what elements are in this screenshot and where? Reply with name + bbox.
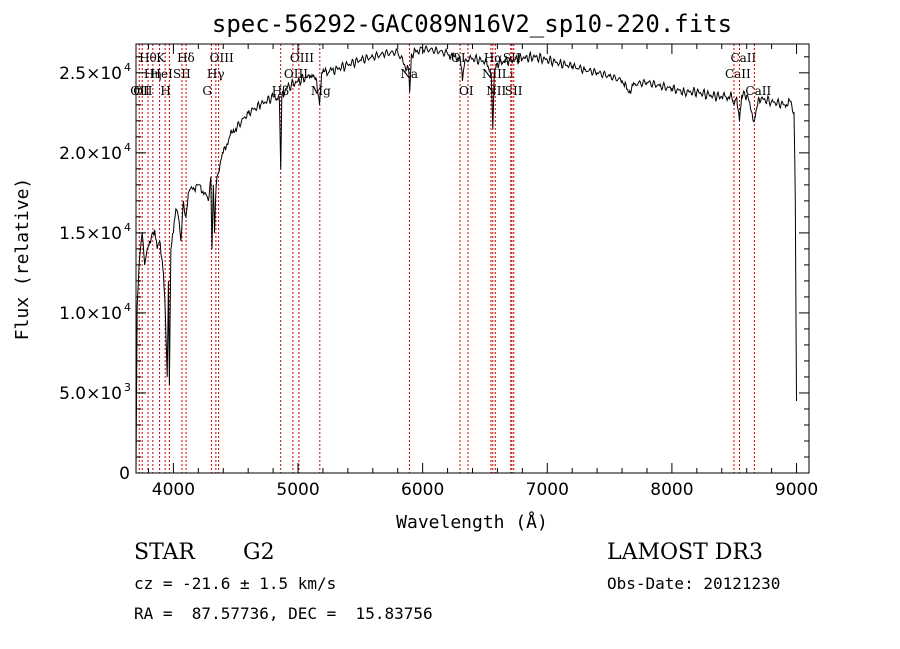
y-tick-label: 5.0×10: [59, 384, 122, 404]
line-label: OIII: [290, 51, 314, 65]
x-tick-label: 4000: [152, 480, 195, 500]
line-label: G: [202, 84, 212, 98]
line-label: CaII: [725, 67, 751, 81]
line-label: Hθ: [139, 51, 157, 65]
line-label: H: [160, 84, 170, 98]
line-label: OIII: [284, 67, 308, 81]
observation-date: Obs-Date: 20121230: [607, 574, 781, 593]
line-label: OII: [133, 84, 153, 98]
line-label: Hα: [484, 51, 503, 65]
y-tick-exponent: 4: [124, 61, 131, 74]
line-label: Hδ: [177, 51, 195, 65]
x-axis-ticks: 4000 5000 6000 7000 8000 9000: [147, 44, 818, 500]
line-label: NII: [486, 84, 506, 98]
line-label: SII: [505, 84, 523, 98]
y-tick-exponent: 4: [124, 221, 131, 234]
line-label: OIII: [210, 51, 234, 65]
line-label: CaII: [730, 51, 756, 65]
redshift-velocity: cz = -21.6 ± 1.5 km/s: [134, 574, 337, 593]
y-tick-exponent: 3: [124, 381, 131, 394]
subclass: G2: [243, 540, 275, 565]
x-tick-label: 5000: [276, 480, 319, 500]
y-tick-label: 1.0×10: [59, 304, 122, 324]
x-tick-label: 6000: [401, 480, 444, 500]
line-label: Hβ: [272, 84, 289, 98]
line-label: OI: [459, 84, 474, 98]
plot-frame: [135, 43, 810, 474]
chart-title: spec-56292-GAC089N16V2_sp10-220.fits: [212, 10, 732, 38]
class-type: STAR: [134, 540, 195, 565]
line-label: Hη: [144, 67, 162, 81]
spectrum-chart: spec-56292-GAC089N16V2_sp10-220.fits OII…: [12, 10, 818, 533]
survey-name: LAMOST DR3: [607, 540, 763, 565]
line-label: Hγ: [207, 67, 225, 81]
x-tick-label: 7000: [526, 480, 569, 500]
line-label: SII: [173, 67, 191, 81]
x-tick-label: 8000: [650, 480, 693, 500]
y-tick-label: 2.5×10: [59, 64, 122, 84]
y-tick-label: 2.0×10: [59, 144, 122, 164]
x-axis-label: Wavelength (Å): [396, 511, 548, 533]
line-markers: OIIOIIHθHηHeIKHSIIHδGHγOIIIHβOIIIOIIIMgN…: [130, 44, 771, 473]
coordinates: RA = 87.57736, DEC = 15.83756: [134, 604, 433, 623]
line-label: HeI: [151, 67, 174, 81]
line-label: Li: [502, 67, 514, 81]
y-tick-exponent: 4: [124, 301, 131, 314]
line-label: CaII: [745, 84, 771, 98]
x-tick-label: 9000: [775, 480, 818, 500]
line-label: NII: [482, 67, 502, 81]
y-axis-label: Flux (relative): [12, 178, 33, 341]
spectrum-line: [135, 45, 797, 474]
line-label: K: [156, 51, 166, 65]
line-label: OII: [130, 84, 150, 98]
y-axis-ticks: 05.0×10 31.0×10 41.5×10 42.0×10 42.5×10 4: [59, 56, 809, 484]
y-tick-label: 0: [119, 464, 130, 484]
y-tick-exponent: 4: [124, 141, 131, 154]
y-tick-label: 1.5×10: [59, 224, 122, 244]
